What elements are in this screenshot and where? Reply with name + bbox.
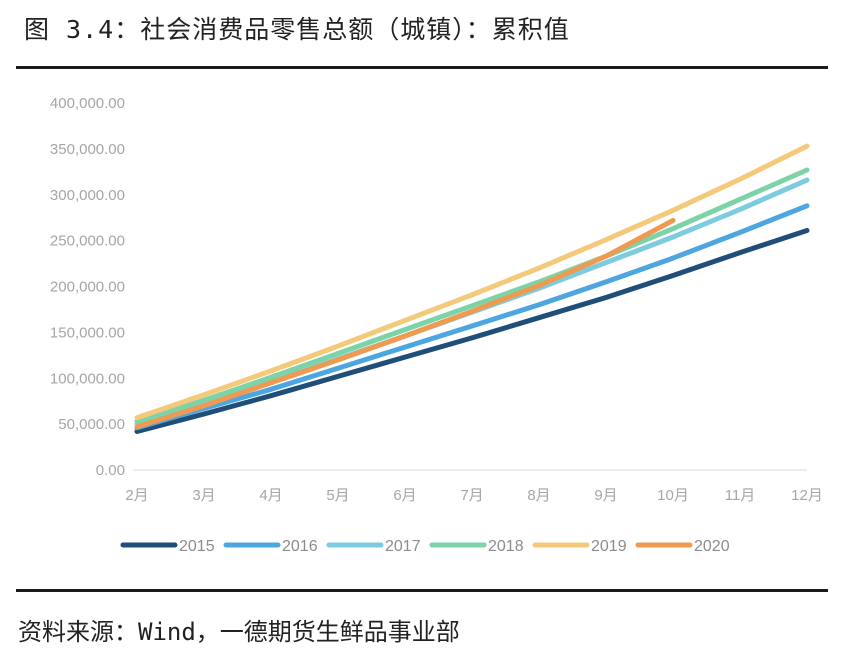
line-chart: 0.00 50,000.00 100,000.00 150,000.00 200,000… — [50, 95, 823, 555]
legend-label-2015: 2015 — [179, 538, 215, 555]
x-tick-label: 5月 — [326, 487, 349, 504]
x-tick-label: 3月 — [192, 487, 215, 504]
series-lines — [134, 143, 810, 434]
legend: 2015 2016 2017 2018 2019 2020 — [120, 538, 730, 555]
series-line-2016 — [134, 203, 810, 431]
y-tick-label: 250,000.00 — [50, 233, 125, 250]
y-tick-label: 0.00 — [96, 462, 125, 479]
y-tick-label: 100,000.00 — [50, 370, 125, 387]
series-line-2020 — [134, 217, 676, 430]
x-tick-label: 4月 — [259, 487, 282, 504]
series-line-2019 — [134, 143, 810, 421]
x-axis: 2月 3月 4月 5月 6月 7月 8月 9月 10月 11月 12月 — [125, 469, 823, 504]
bottom-divider — [16, 589, 828, 592]
chart-title: 图 3.4：社会消费品零售总额（城镇）：累积值 — [24, 15, 570, 44]
x-tick-label: 8月 — [527, 487, 550, 504]
x-tick-label: 6月 — [393, 487, 416, 504]
y-tick-label: 200,000.00 — [50, 279, 125, 296]
legend-label-2018: 2018 — [488, 538, 524, 555]
source-note: 资料来源：Wind，一德期货生鲜品事业部 — [18, 618, 460, 646]
y-tick-label: 300,000.00 — [50, 187, 125, 204]
series-line-2015 — [134, 228, 810, 434]
x-tick-label: 9月 — [594, 487, 617, 504]
y-axis: 0.00 50,000.00 100,000.00 150,000.00 200,000… — [50, 95, 125, 479]
legend-label-2017: 2017 — [385, 538, 421, 555]
y-tick-label: 150,000.00 — [50, 324, 125, 341]
y-tick-label: 400,000.00 — [50, 95, 125, 112]
x-tick-label: 7月 — [460, 487, 483, 504]
series-line-2018 — [134, 167, 810, 424]
legend-label-2019: 2019 — [591, 538, 627, 555]
y-tick-label: 50,000.00 — [58, 416, 125, 433]
top-divider — [16, 66, 828, 69]
x-tick-label: 12月 — [791, 487, 823, 504]
x-tick-label: 11月 — [725, 487, 756, 504]
legend-label-2016: 2016 — [282, 538, 318, 555]
x-tick-label: 10月 — [657, 487, 689, 504]
y-tick-label: 350,000.00 — [50, 141, 125, 158]
legend-label-2020: 2020 — [694, 538, 730, 555]
x-tick-label: 2月 — [125, 487, 148, 504]
